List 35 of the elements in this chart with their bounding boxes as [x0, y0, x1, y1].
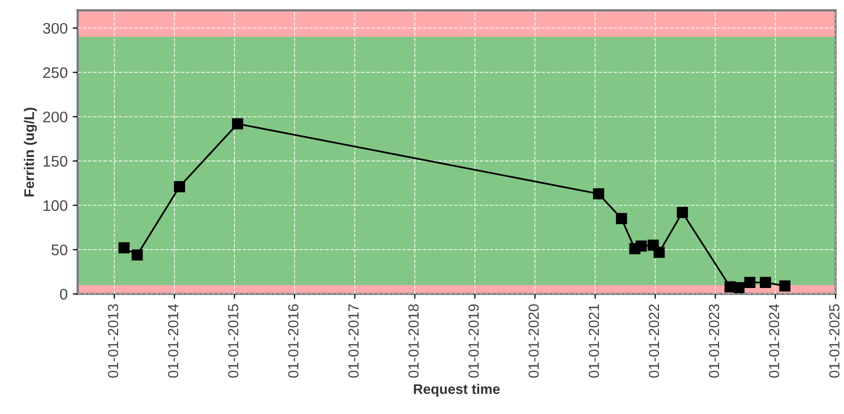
y-tick-label: 150 — [44, 156, 68, 167]
x-tick-label: 01-01-2016 — [288, 304, 298, 378]
point — [779, 280, 790, 292]
y-tick-label: 50 — [52, 244, 68, 256]
y-tick-label: 250 — [43, 67, 68, 78]
point — [654, 246, 665, 258]
x-tick-label: 01-01-2013 — [108, 304, 118, 378]
point — [733, 282, 745, 294]
point — [636, 240, 647, 252]
x-tick-label: 01-01-2022 — [648, 304, 660, 378]
y-tick-label: 300 — [43, 22, 68, 34]
x-axis-title: Request time — [414, 384, 500, 397]
x-tick-label: 01-01-2024 — [768, 304, 780, 378]
point — [744, 276, 756, 288]
x-tick-label: 01-01-2019 — [468, 304, 479, 378]
y-tick-label: 0 — [60, 288, 68, 300]
x-tick-label: 01-01-2020 — [528, 304, 539, 378]
point — [132, 249, 143, 260]
point — [174, 181, 186, 192]
point — [593, 188, 604, 200]
y-tick-label: 200 — [43, 112, 68, 122]
x-tick-label: 01-01-2021 — [588, 304, 600, 378]
x-tick-label: 01-01-2017 — [348, 304, 359, 378]
y-tick-label: 100 — [44, 200, 68, 212]
point — [676, 206, 688, 218]
point — [616, 213, 628, 224]
x-tick-label: 01-01-2014 — [168, 304, 178, 378]
x-tick-label: 01-01-2023 — [708, 304, 720, 378]
y-axis-title: Ferritin (ug/L) — [24, 108, 37, 196]
point — [118, 242, 130, 254]
point — [760, 276, 772, 288]
x-tick-label: 01-01-2018 — [408, 304, 419, 378]
x-tick-label: 01-01-2025 — [829, 304, 840, 378]
x-tick-label: 01-01-2015 — [228, 304, 238, 378]
point — [232, 118, 244, 130]
